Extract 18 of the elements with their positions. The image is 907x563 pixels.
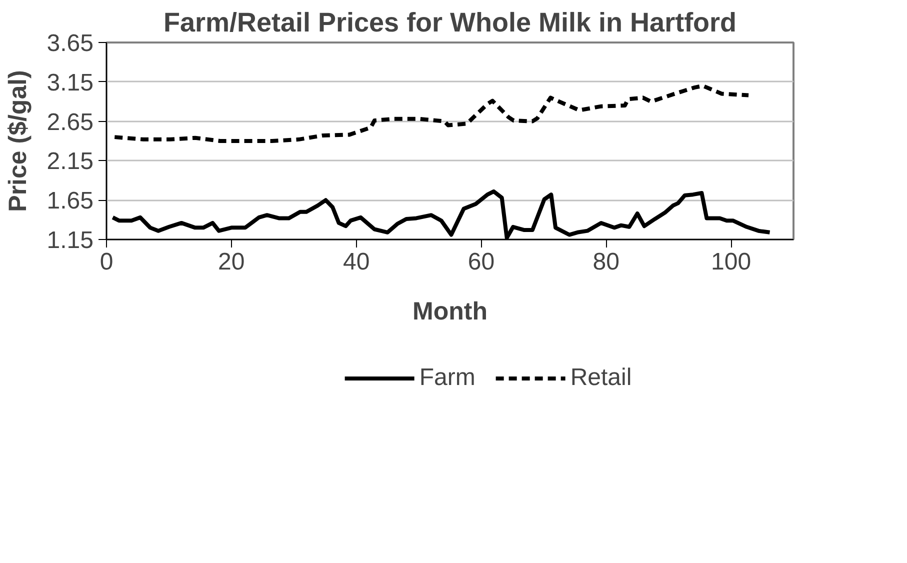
x-tick-label: 60 xyxy=(468,248,495,276)
x-tick-label: 80 xyxy=(592,248,620,276)
legend-label: Farm xyxy=(419,364,476,392)
x-axis-title: Month xyxy=(412,298,488,326)
y-tick-label: 3.15 xyxy=(46,69,94,96)
x-tick-label: 20 xyxy=(218,248,245,276)
y-tick-label: 2.15 xyxy=(46,148,94,176)
x-tick-label: 40 xyxy=(342,248,370,276)
y-axis-title: Price ($/gal) xyxy=(4,70,32,212)
y-tick-label: 1.65 xyxy=(46,188,94,215)
x-tick-label: 0 xyxy=(100,248,114,276)
y-tick-label: 1.15 xyxy=(46,227,94,254)
legend-label: Retail xyxy=(570,364,632,392)
y-tick-label: 3.65 xyxy=(46,30,94,57)
line-series xyxy=(112,84,751,143)
y-tick-label: 2.65 xyxy=(46,108,94,136)
chart-title: Farm/Retail Prices for Whole Milk in Hartford xyxy=(163,8,737,38)
x-tick-label: 100 xyxy=(711,248,752,276)
